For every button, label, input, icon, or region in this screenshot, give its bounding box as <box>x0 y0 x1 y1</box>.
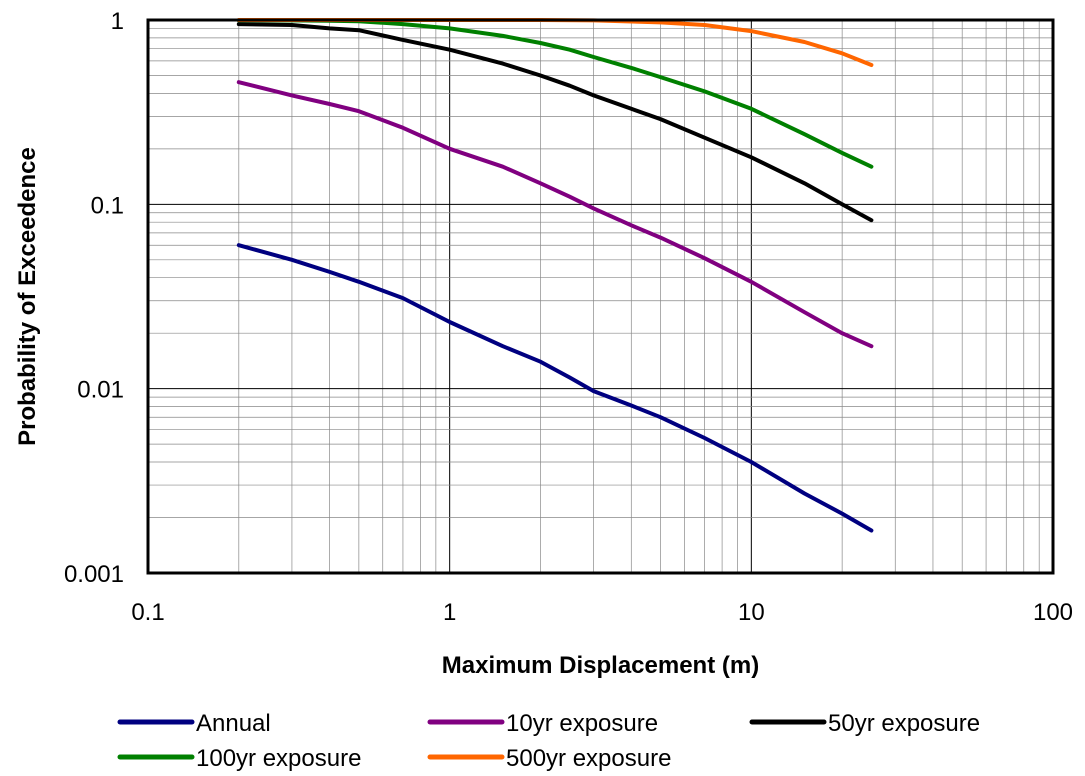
series-line-0 <box>236 243 874 533</box>
legend-label-2: 50yr exposure <box>828 710 980 737</box>
y-tick-label: 0.001 <box>64 561 124 588</box>
y-tick-label: 0.1 <box>91 192 124 219</box>
plot-area-frame <box>146 18 1055 575</box>
x-tick-label: 100 <box>1033 599 1073 626</box>
legend: Annual 10yr exposure 50yr exposure 100yr ex… <box>117 710 980 772</box>
series-line-2 <box>236 22 874 223</box>
legend-label-1: 10yr exposure <box>506 710 658 737</box>
x-tick-label: 10 <box>738 599 765 626</box>
x-tick-label: 0.1 <box>131 599 164 626</box>
y-axis-title: Probability of Exceedence <box>14 147 41 446</box>
series-lines <box>236 18 874 533</box>
y-tick-label: 0.01 <box>77 377 124 404</box>
legend-label-3: 100yr exposure <box>196 745 361 772</box>
x-axis-title: Maximum Displacement (m) <box>442 652 759 679</box>
y-tick-label: 1 <box>111 8 124 35</box>
legend-label-4: 500yr exposure <box>506 745 671 772</box>
tick-labels: 0.1 1 10 100 1 0.1 0.01 0.001 <box>64 8 1073 626</box>
legend-label-0: Annual <box>196 710 271 737</box>
series-line-1 <box>236 80 874 349</box>
gridlines <box>148 20 1053 573</box>
x-tick-label: 1 <box>443 599 456 626</box>
